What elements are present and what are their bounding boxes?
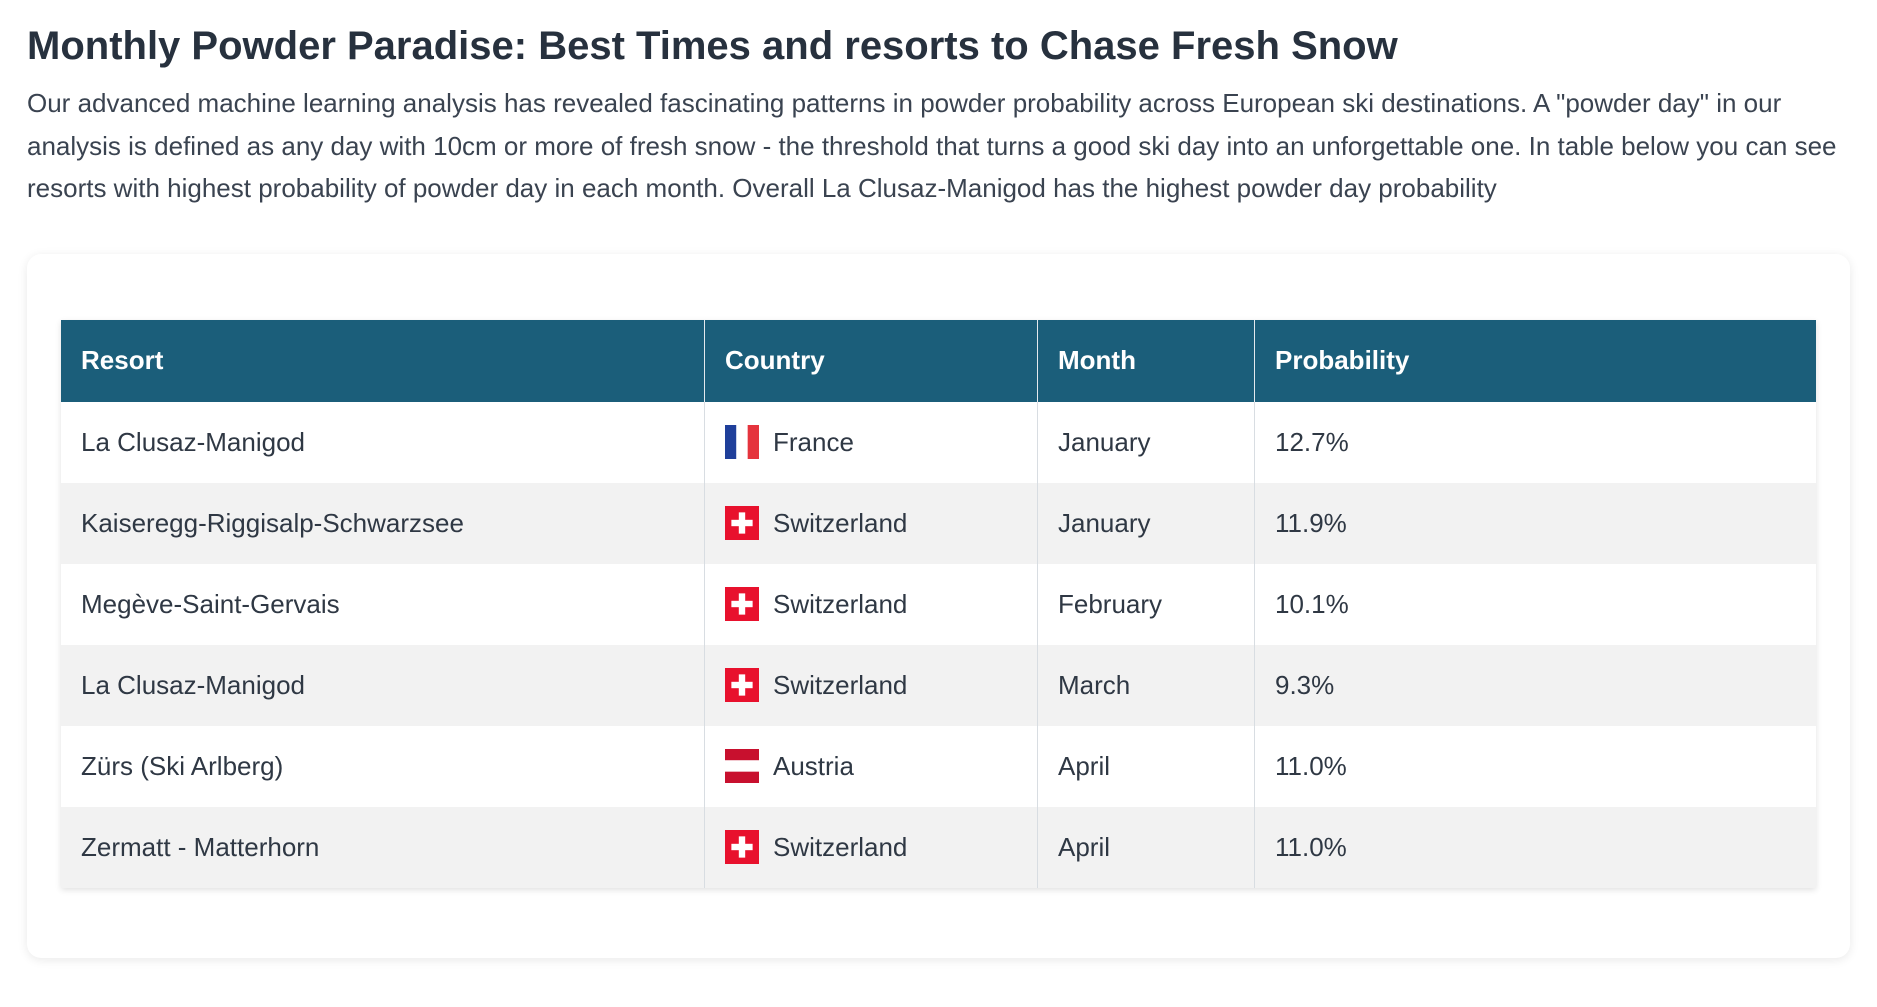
table-row: Zürs (Ski Arlberg) Austria April 11.0%: [61, 725, 1816, 807]
header-resort: Resort: [61, 319, 705, 402]
powder-table: Resort Country Month Probability La Clus…: [61, 319, 1816, 888]
table-card: Resort Country Month Probability La Clus…: [27, 253, 1850, 958]
page: Monthly Powder Paradise: Best Times and …: [27, 24, 1850, 958]
resort-cell: Zermatt - Matterhorn: [61, 806, 705, 888]
probability-cell: 11.9%: [1254, 482, 1816, 564]
resort-name: Kaiseregg-Riggisalp-Schwarzsee: [81, 507, 464, 538]
resort-cell: Kaiseregg-Riggisalp-Schwarzsee: [61, 482, 705, 564]
month-name: March: [1058, 669, 1131, 700]
probability-cell: 11.0%: [1254, 725, 1816, 807]
table-row: Megève-Saint-Gervais Switzerland Februar…: [61, 563, 1816, 645]
probability-cell: 9.3%: [1254, 644, 1816, 726]
probability-value: 12.7%: [1275, 426, 1349, 457]
header-month: Month: [1037, 319, 1255, 402]
country-name: Switzerland: [773, 831, 908, 862]
resort-cell: La Clusaz-Manigod: [61, 644, 705, 726]
country-cell: Switzerland: [704, 482, 1038, 564]
country-cell: France: [704, 401, 1038, 483]
austria-flag-icon: [725, 749, 759, 783]
switzerland-flag-icon: [725, 587, 759, 621]
month-name: April: [1058, 831, 1111, 862]
probability-cell: 11.0%: [1254, 806, 1816, 888]
month-cell: February: [1037, 563, 1255, 645]
probability-cell: 12.7%: [1254, 401, 1816, 483]
probability-cell: 10.1%: [1254, 563, 1816, 645]
table-row: La Clusaz-Manigod France January 12.7%: [61, 401, 1816, 483]
month-cell: March: [1037, 644, 1255, 726]
intro-paragraph: Our advanced machine learning analysis h…: [27, 88, 1837, 203]
resort-cell: Megève-Saint-Gervais: [61, 563, 705, 645]
country-cell: Switzerland: [704, 563, 1038, 645]
probability-value: 10.1%: [1275, 588, 1349, 619]
table-row: Zermatt - Matterhorn Switzerland April 1…: [61, 806, 1816, 888]
table-row: Kaiseregg-Riggisalp-Schwarzsee Switzerla…: [61, 482, 1816, 564]
resort-name: La Clusaz-Manigod: [81, 669, 306, 700]
table-row: La Clusaz-Manigod Switzerland March 9.3%: [61, 644, 1816, 726]
resort-cell: La Clusaz-Manigod: [61, 401, 705, 483]
resort-name: Megève-Saint-Gervais: [81, 588, 340, 619]
country-name: Switzerland: [773, 588, 908, 619]
country-name: Switzerland: [773, 507, 908, 538]
probability-value: 11.0%: [1275, 831, 1347, 862]
month-name: February: [1058, 588, 1163, 619]
switzerland-flag-icon: [725, 506, 759, 540]
country-name: Switzerland: [773, 669, 908, 700]
resort-name: La Clusaz-Manigod: [81, 426, 306, 457]
month-name: April: [1058, 750, 1111, 781]
switzerland-flag-icon: [725, 668, 759, 702]
probability-value: 9.3%: [1275, 669, 1335, 700]
resort-name: Zürs (Ski Arlberg): [81, 750, 284, 781]
probability-value: 11.9%: [1275, 507, 1347, 538]
resort-cell: Zürs (Ski Arlberg): [61, 725, 705, 807]
month-cell: April: [1037, 725, 1255, 807]
month-name: January: [1058, 507, 1151, 538]
country-name: France: [773, 426, 854, 457]
month-name: January: [1058, 426, 1151, 457]
france-flag-icon: [725, 425, 759, 459]
month-cell: January: [1037, 482, 1255, 564]
country-cell: Switzerland: [704, 806, 1038, 888]
country-cell: Switzerland: [704, 644, 1038, 726]
header-probability: Probability: [1254, 319, 1816, 402]
table-header-row: Resort Country Month Probability: [61, 319, 1816, 402]
country-name: Austria: [773, 750, 854, 781]
month-cell: January: [1037, 401, 1255, 483]
switzerland-flag-icon: [725, 830, 759, 864]
header-country: Country: [704, 319, 1038, 402]
resort-name: Zermatt - Matterhorn: [81, 831, 320, 862]
probability-value: 11.0%: [1275, 750, 1347, 781]
page-title: Monthly Powder Paradise: Best Times and …: [27, 24, 1398, 68]
country-cell: Austria: [704, 725, 1038, 807]
month-cell: April: [1037, 806, 1255, 888]
